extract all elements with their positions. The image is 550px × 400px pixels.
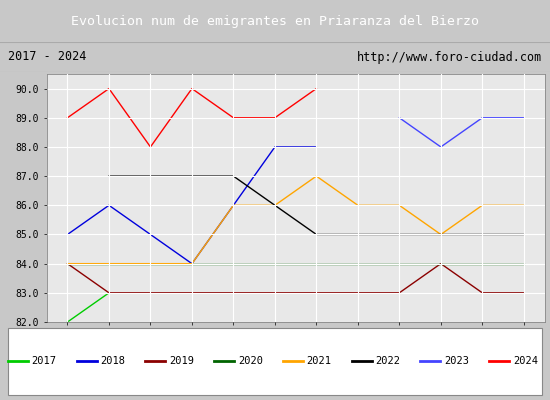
Text: Evolucion num de emigrantes en Priaranza del Bierzo: Evolucion num de emigrantes en Priaranza… — [71, 14, 479, 28]
FancyBboxPatch shape — [8, 328, 542, 395]
Text: 2024: 2024 — [513, 356, 538, 366]
Text: 2021: 2021 — [307, 356, 332, 366]
Text: http://www.foro-ciudad.com: http://www.foro-ciudad.com — [356, 50, 542, 64]
Text: 2017 - 2024: 2017 - 2024 — [8, 50, 87, 64]
Text: 2017: 2017 — [32, 356, 57, 366]
Text: 2020: 2020 — [238, 356, 263, 366]
Text: 2022: 2022 — [375, 356, 400, 366]
Text: 2018: 2018 — [100, 356, 125, 366]
Text: 2023: 2023 — [444, 356, 469, 366]
Text: 2019: 2019 — [169, 356, 194, 366]
